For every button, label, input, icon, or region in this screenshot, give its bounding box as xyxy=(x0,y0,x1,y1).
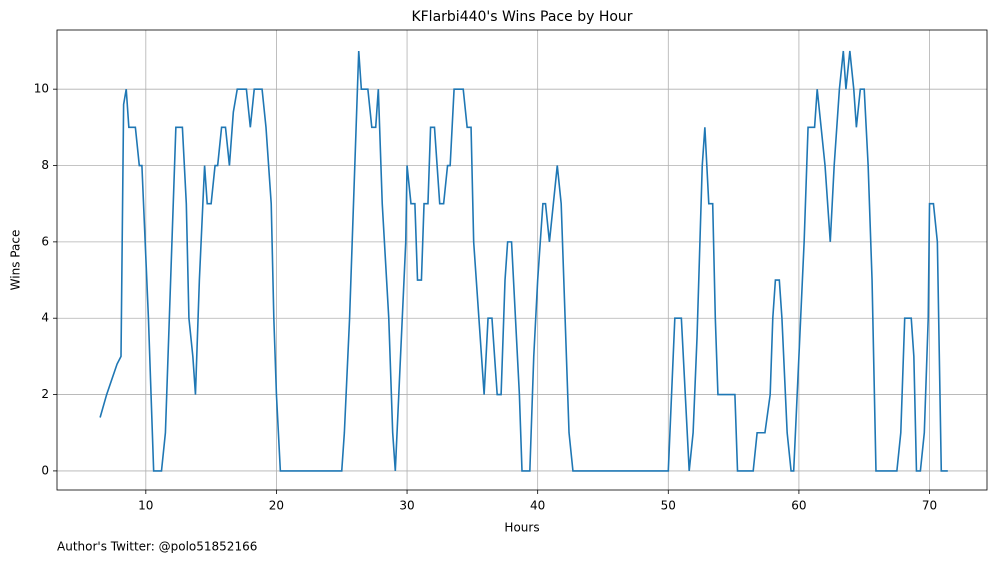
y-tick-label: 6 xyxy=(41,234,49,248)
y-tick-label: 2 xyxy=(41,387,49,401)
footnote: Author's Twitter: @polo51852166 xyxy=(57,540,257,554)
y-tick-label: 0 xyxy=(41,463,49,477)
y-tick-label: 10 xyxy=(34,82,49,96)
x-tick-label: 30 xyxy=(399,499,414,513)
x-tick-label: 20 xyxy=(269,499,284,513)
plot-frame xyxy=(56,29,988,491)
data-line xyxy=(99,50,948,472)
x-tick-label: 50 xyxy=(661,499,676,513)
y-tick-label: 8 xyxy=(41,158,49,172)
x-tick-label: 70 xyxy=(922,499,937,513)
x-tick-label: 60 xyxy=(791,499,806,513)
x-axis-label: Hours xyxy=(504,521,539,535)
x-tick-label: 40 xyxy=(530,499,545,513)
y-tick-label: 4 xyxy=(41,311,49,325)
x-tick-label: 10 xyxy=(138,499,153,513)
chart-title: KFlarbi440's Wins Pace by Hour xyxy=(411,9,632,25)
y-axis-label: Wins Pace xyxy=(9,230,23,291)
